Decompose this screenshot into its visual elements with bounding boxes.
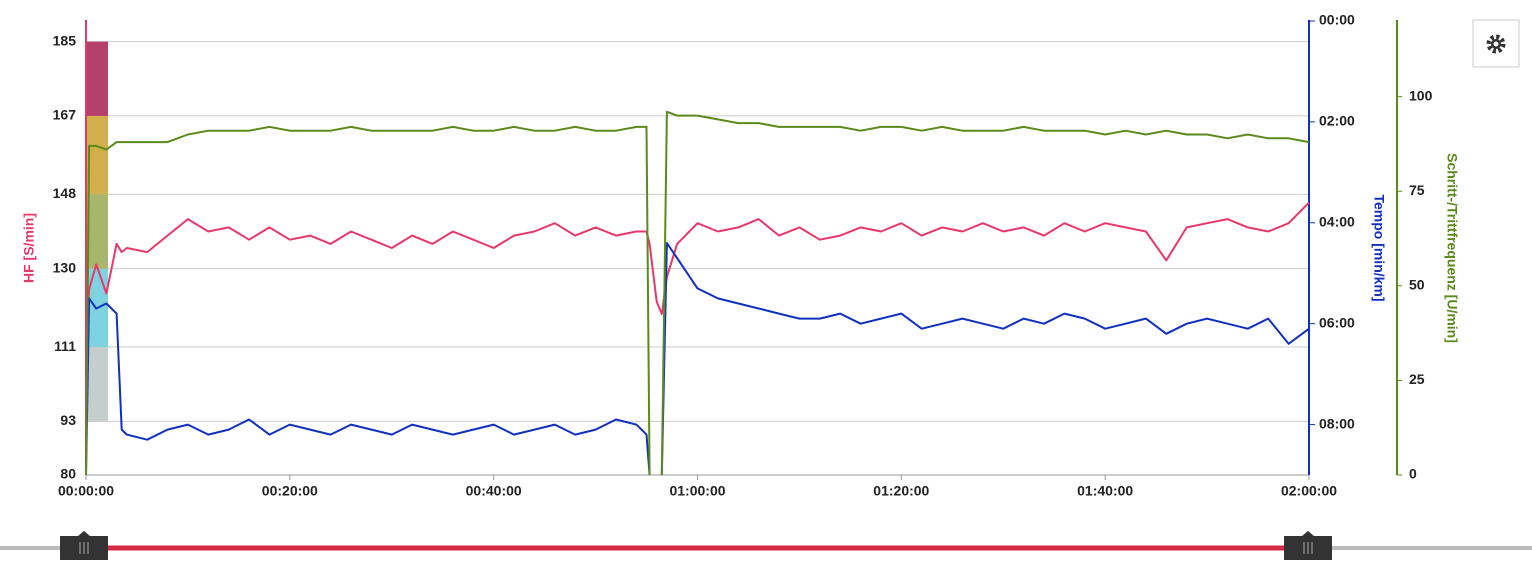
- y3-axis-title: Schritt-/Trittfrequenz [U/min]: [1444, 153, 1460, 343]
- y-tick-label: 130: [53, 259, 77, 275]
- x-tick-label: 01:40:00: [1077, 483, 1133, 499]
- x-tick-label: 02:00:00: [1281, 483, 1337, 499]
- hr-zone: [86, 115, 108, 195]
- y3-tick-label: 25: [1409, 371, 1425, 387]
- series-line: [85, 201, 1310, 343]
- y-tick-label: 148: [53, 185, 77, 201]
- hr-zone: [86, 194, 108, 269]
- range-handle[interactable]: [1284, 531, 1332, 560]
- y2-tick-label: 06:00: [1319, 314, 1355, 330]
- hr-zone: [86, 41, 108, 116]
- x-tick-label: 00:00:00: [58, 483, 114, 499]
- handle-grip: [79, 542, 89, 554]
- series-line: [85, 110, 1310, 476]
- x-tick-label: 01:00:00: [669, 483, 725, 499]
- y-tick-label: 111: [54, 338, 76, 354]
- hr-zone: [86, 347, 108, 422]
- handle-tip: [78, 531, 90, 536]
- y3-tick-label: 0: [1409, 466, 1417, 482]
- y-tick-label: 80: [60, 466, 76, 482]
- y2-axis-title: Tempo [min/km]: [1371, 194, 1387, 301]
- y-tick-label: 93: [60, 412, 76, 428]
- gear-hole[interactable]: [1493, 41, 1499, 47]
- handle-grip: [1303, 542, 1313, 554]
- x-tick-label: 00:20:00: [262, 483, 318, 499]
- gear-icon[interactable]: [1486, 34, 1506, 54]
- y2-tick-label: 00:00: [1319, 12, 1355, 28]
- y2-tick-label: 08:00: [1319, 415, 1355, 431]
- settings-button[interactable]: [1472, 19, 1520, 68]
- y-tick-label: 185: [53, 32, 77, 48]
- y-axis-title: HF [S/min]: [21, 213, 37, 283]
- handle-tip: [1302, 531, 1314, 536]
- y3-tick-label: 100: [1409, 87, 1433, 103]
- y3-tick-label: 75: [1409, 182, 1425, 198]
- y3-tick-label: 50: [1409, 277, 1425, 293]
- y2-tick-label: 02:00: [1319, 113, 1355, 129]
- x-tick-label: 01:20:00: [873, 483, 929, 499]
- range-handle[interactable]: [60, 531, 108, 560]
- x-tick-label: 00:40:00: [466, 483, 522, 499]
- y2-tick-label: 04:00: [1319, 213, 1355, 229]
- series-line: [85, 242, 1310, 476]
- y-tick-label: 167: [53, 107, 77, 123]
